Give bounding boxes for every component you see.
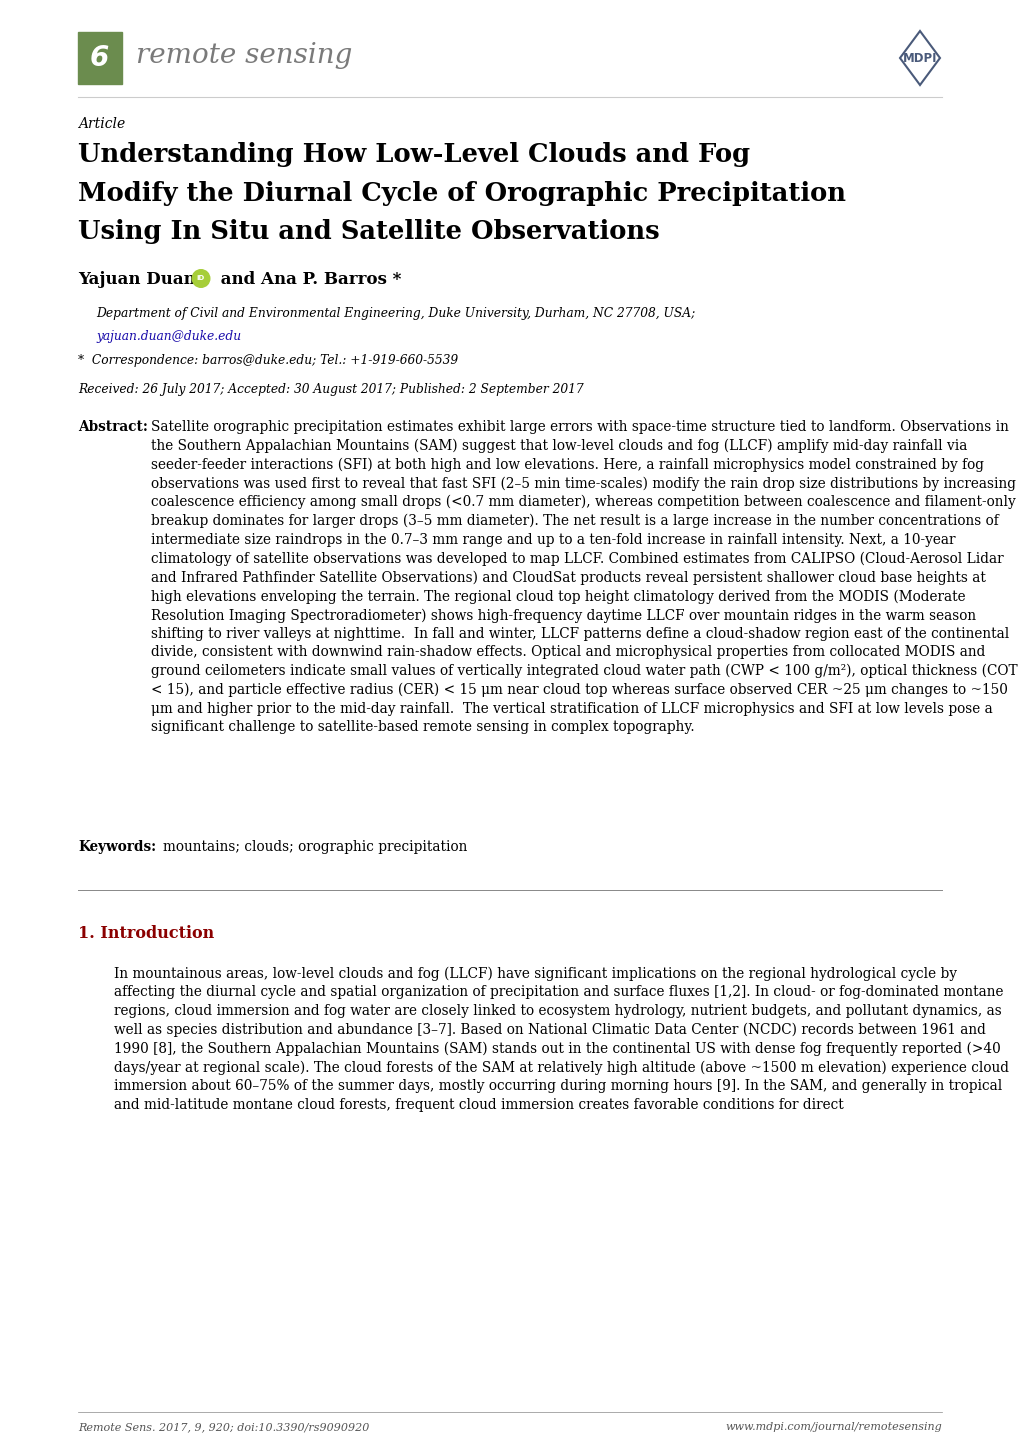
Circle shape xyxy=(192,270,210,287)
Text: In mountainous areas, low-level clouds and fog (LLCF) have significant implicati: In mountainous areas, low-level clouds a… xyxy=(114,966,1008,1112)
Text: Article: Article xyxy=(77,117,125,131)
Text: Satellite orographic precipitation estimates exhibit large errors with space-tim: Satellite orographic precipitation estim… xyxy=(151,420,1017,734)
Text: yajuan.duan@duke.edu: yajuan.duan@duke.edu xyxy=(96,330,240,343)
Text: www.mdpi.com/journal/remotesensing: www.mdpi.com/journal/remotesensing xyxy=(725,1422,942,1432)
Text: Yajuan Duan: Yajuan Duan xyxy=(77,271,196,288)
Text: MDPI: MDPI xyxy=(902,52,936,65)
Text: Understanding How Low-Level Clouds and Fog: Understanding How Low-Level Clouds and F… xyxy=(77,141,749,167)
Text: Remote Sens. 2017, 9, 920; doi:10.3390/rs9090920: Remote Sens. 2017, 9, 920; doi:10.3390/r… xyxy=(77,1422,369,1432)
Text: Using In Situ and Satellite Observations: Using In Situ and Satellite Observations xyxy=(77,219,659,244)
Text: and Ana P. Barros *: and Ana P. Barros * xyxy=(215,271,401,288)
Text: Received: 26 July 2017; Accepted: 30 August 2017; Published: 2 September 2017: Received: 26 July 2017; Accepted: 30 Aug… xyxy=(77,384,583,397)
Text: remote sensing: remote sensing xyxy=(136,42,352,69)
Text: 6: 6 xyxy=(90,45,109,72)
Text: iD: iD xyxy=(197,275,205,281)
Text: Modify the Diurnal Cycle of Orographic Precipitation: Modify the Diurnal Cycle of Orographic P… xyxy=(77,180,845,206)
Text: mountains; clouds; orographic precipitation: mountains; clouds; orographic precipitat… xyxy=(163,839,467,854)
Text: 1. Introduction: 1. Introduction xyxy=(77,924,214,942)
Text: Abstract:: Abstract: xyxy=(77,420,148,434)
Bar xyxy=(77,32,122,84)
Text: Keywords:: Keywords: xyxy=(77,839,156,854)
Text: *  Correspondence: barros@duke.edu; Tel.: +1-919-660-5539: * Correspondence: barros@duke.edu; Tel.:… xyxy=(77,353,458,366)
Text: Department of Civil and Environmental Engineering, Duke University, Durham, NC 2: Department of Civil and Environmental En… xyxy=(96,307,695,320)
